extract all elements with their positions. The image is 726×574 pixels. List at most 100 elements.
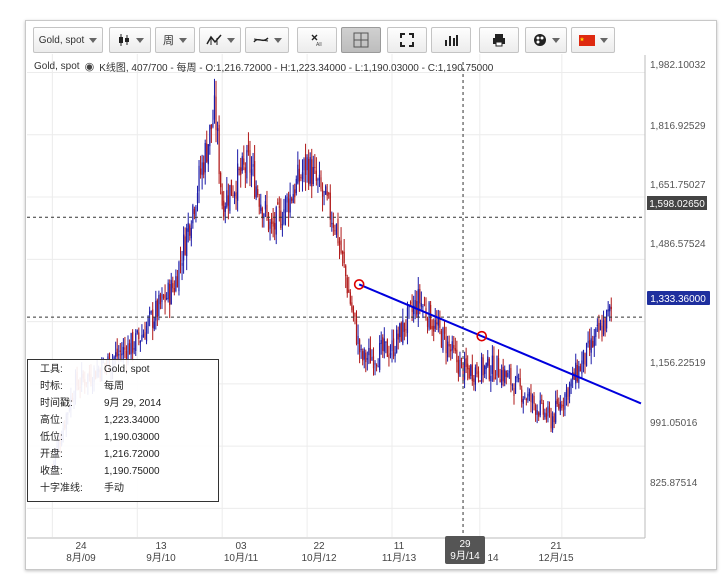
candle-body: [527, 393, 529, 401]
candle-body: [439, 316, 441, 328]
candle-body: [555, 400, 557, 423]
candle-body: [124, 347, 126, 350]
candle-body: [223, 200, 225, 217]
candle-body: [462, 363, 464, 381]
indicators-button[interactable]: [245, 27, 289, 53]
candle-body: [179, 260, 182, 262]
candle-body: [329, 192, 331, 220]
period-select[interactable]: 周: [155, 27, 195, 53]
candle-body: [283, 209, 285, 224]
candle-body: [504, 369, 506, 383]
candle-body: [127, 343, 129, 364]
candle-body: [553, 413, 555, 423]
tooltip-key: 低位:: [40, 432, 63, 443]
candle-body: [372, 356, 375, 369]
candle-body: [175, 276, 177, 292]
hline-price-label[interactable]: 1,598.02650: [647, 196, 707, 210]
chevron-down-icon: [599, 37, 608, 43]
candle-body: [291, 198, 293, 201]
candle-body: [561, 404, 563, 409]
tooltip-row: 低位: 1,190.03000: [40, 430, 210, 446]
candle-body: [159, 294, 162, 305]
candle-body: [524, 396, 526, 398]
y-axis: 1,982.10032 1,816.92529 1,651.75027 1,48…: [650, 60, 706, 489]
trendline-handle-start: [353, 279, 365, 290]
tooltip-key: 时标:: [40, 381, 63, 392]
fullscreen-button[interactable]: [387, 27, 427, 53]
candle-body: [465, 358, 467, 367]
candle-body: [182, 234, 185, 261]
candle-body: [272, 221, 274, 227]
candle-body: [491, 355, 493, 374]
candle-body: [541, 399, 543, 401]
candle-body: [199, 168, 202, 175]
candle-body: [383, 338, 385, 352]
candle-body: [295, 178, 297, 194]
language-select[interactable]: [571, 27, 615, 53]
candle-body: [606, 310, 608, 329]
candle-body: [391, 340, 393, 352]
candle-body: [453, 345, 455, 349]
candle-body: [351, 302, 353, 311]
candle-body: [471, 364, 473, 382]
volume-button[interactable]: [431, 27, 471, 53]
candle-body: [403, 322, 405, 332]
candle-body: [136, 330, 138, 333]
drawing-tools-button[interactable]: [199, 27, 241, 53]
candle-body: [309, 157, 311, 184]
chevron-down-icon: [89, 37, 98, 43]
candle-body: [482, 357, 484, 376]
candlestick-icon: [118, 34, 129, 46]
candle-body: [303, 158, 305, 171]
candle-body: [368, 347, 370, 356]
tooltip-row: 工具: Gold, spot: [40, 362, 210, 378]
remove-all-drawings-button[interactable]: All: [297, 27, 337, 53]
candle-body: [116, 348, 118, 357]
candle-body: [308, 158, 310, 185]
candle-body: [530, 392, 532, 402]
candle-body: [172, 283, 174, 289]
candle-body: [536, 410, 538, 415]
candle-body: [525, 398, 527, 401]
candle-body: [587, 340, 589, 344]
candle-body: [147, 318, 149, 326]
candle-body: [493, 355, 495, 380]
candle-body: [135, 333, 137, 351]
candle-body: [298, 168, 300, 182]
crosshair-time-label: 29 9月/14: [445, 536, 485, 564]
candle-body: [545, 413, 548, 420]
x-tick-month: 11月/13: [382, 552, 417, 564]
current-price-label[interactable]: 1,333.36000: [647, 291, 710, 305]
candle-body: [176, 276, 179, 288]
x-tick-day: 24: [75, 541, 87, 552]
chart-type-button[interactable]: [109, 27, 151, 53]
candle-body: [607, 309, 609, 312]
instrument-select[interactable]: Gold, spot: [33, 27, 103, 53]
candle-body: [270, 218, 273, 224]
theme-button[interactable]: [525, 27, 567, 53]
candle-body: [377, 366, 379, 368]
crosshair-month: 9月/14: [450, 550, 480, 562]
candle-body: [115, 352, 117, 357]
candle-body: [531, 395, 534, 403]
candle-body: [192, 205, 194, 224]
x-axis: 24 8月/09 13 9月/10 03 10月/11 22 10月/12 11…: [66, 541, 574, 564]
candle-body: [488, 358, 490, 380]
print-button[interactable]: [479, 27, 519, 53]
candle-body: [210, 124, 212, 130]
candle-body: [195, 206, 197, 216]
candle-body: [317, 179, 319, 181]
crosshair-button[interactable]: [341, 27, 381, 53]
candle-body: [494, 377, 497, 379]
eye-icon[interactable]: ◉: [84, 61, 95, 73]
candle-body: [254, 161, 256, 198]
candle-body: [240, 167, 242, 176]
candle-body: [551, 416, 554, 430]
chevron-down-icon: [179, 37, 187, 43]
tooltip-value: 1,190.03000: [104, 432, 160, 443]
candle-body: [440, 331, 443, 348]
candle-body: [230, 179, 233, 196]
candle-body: [348, 289, 350, 293]
candle-body: [332, 222, 334, 228]
